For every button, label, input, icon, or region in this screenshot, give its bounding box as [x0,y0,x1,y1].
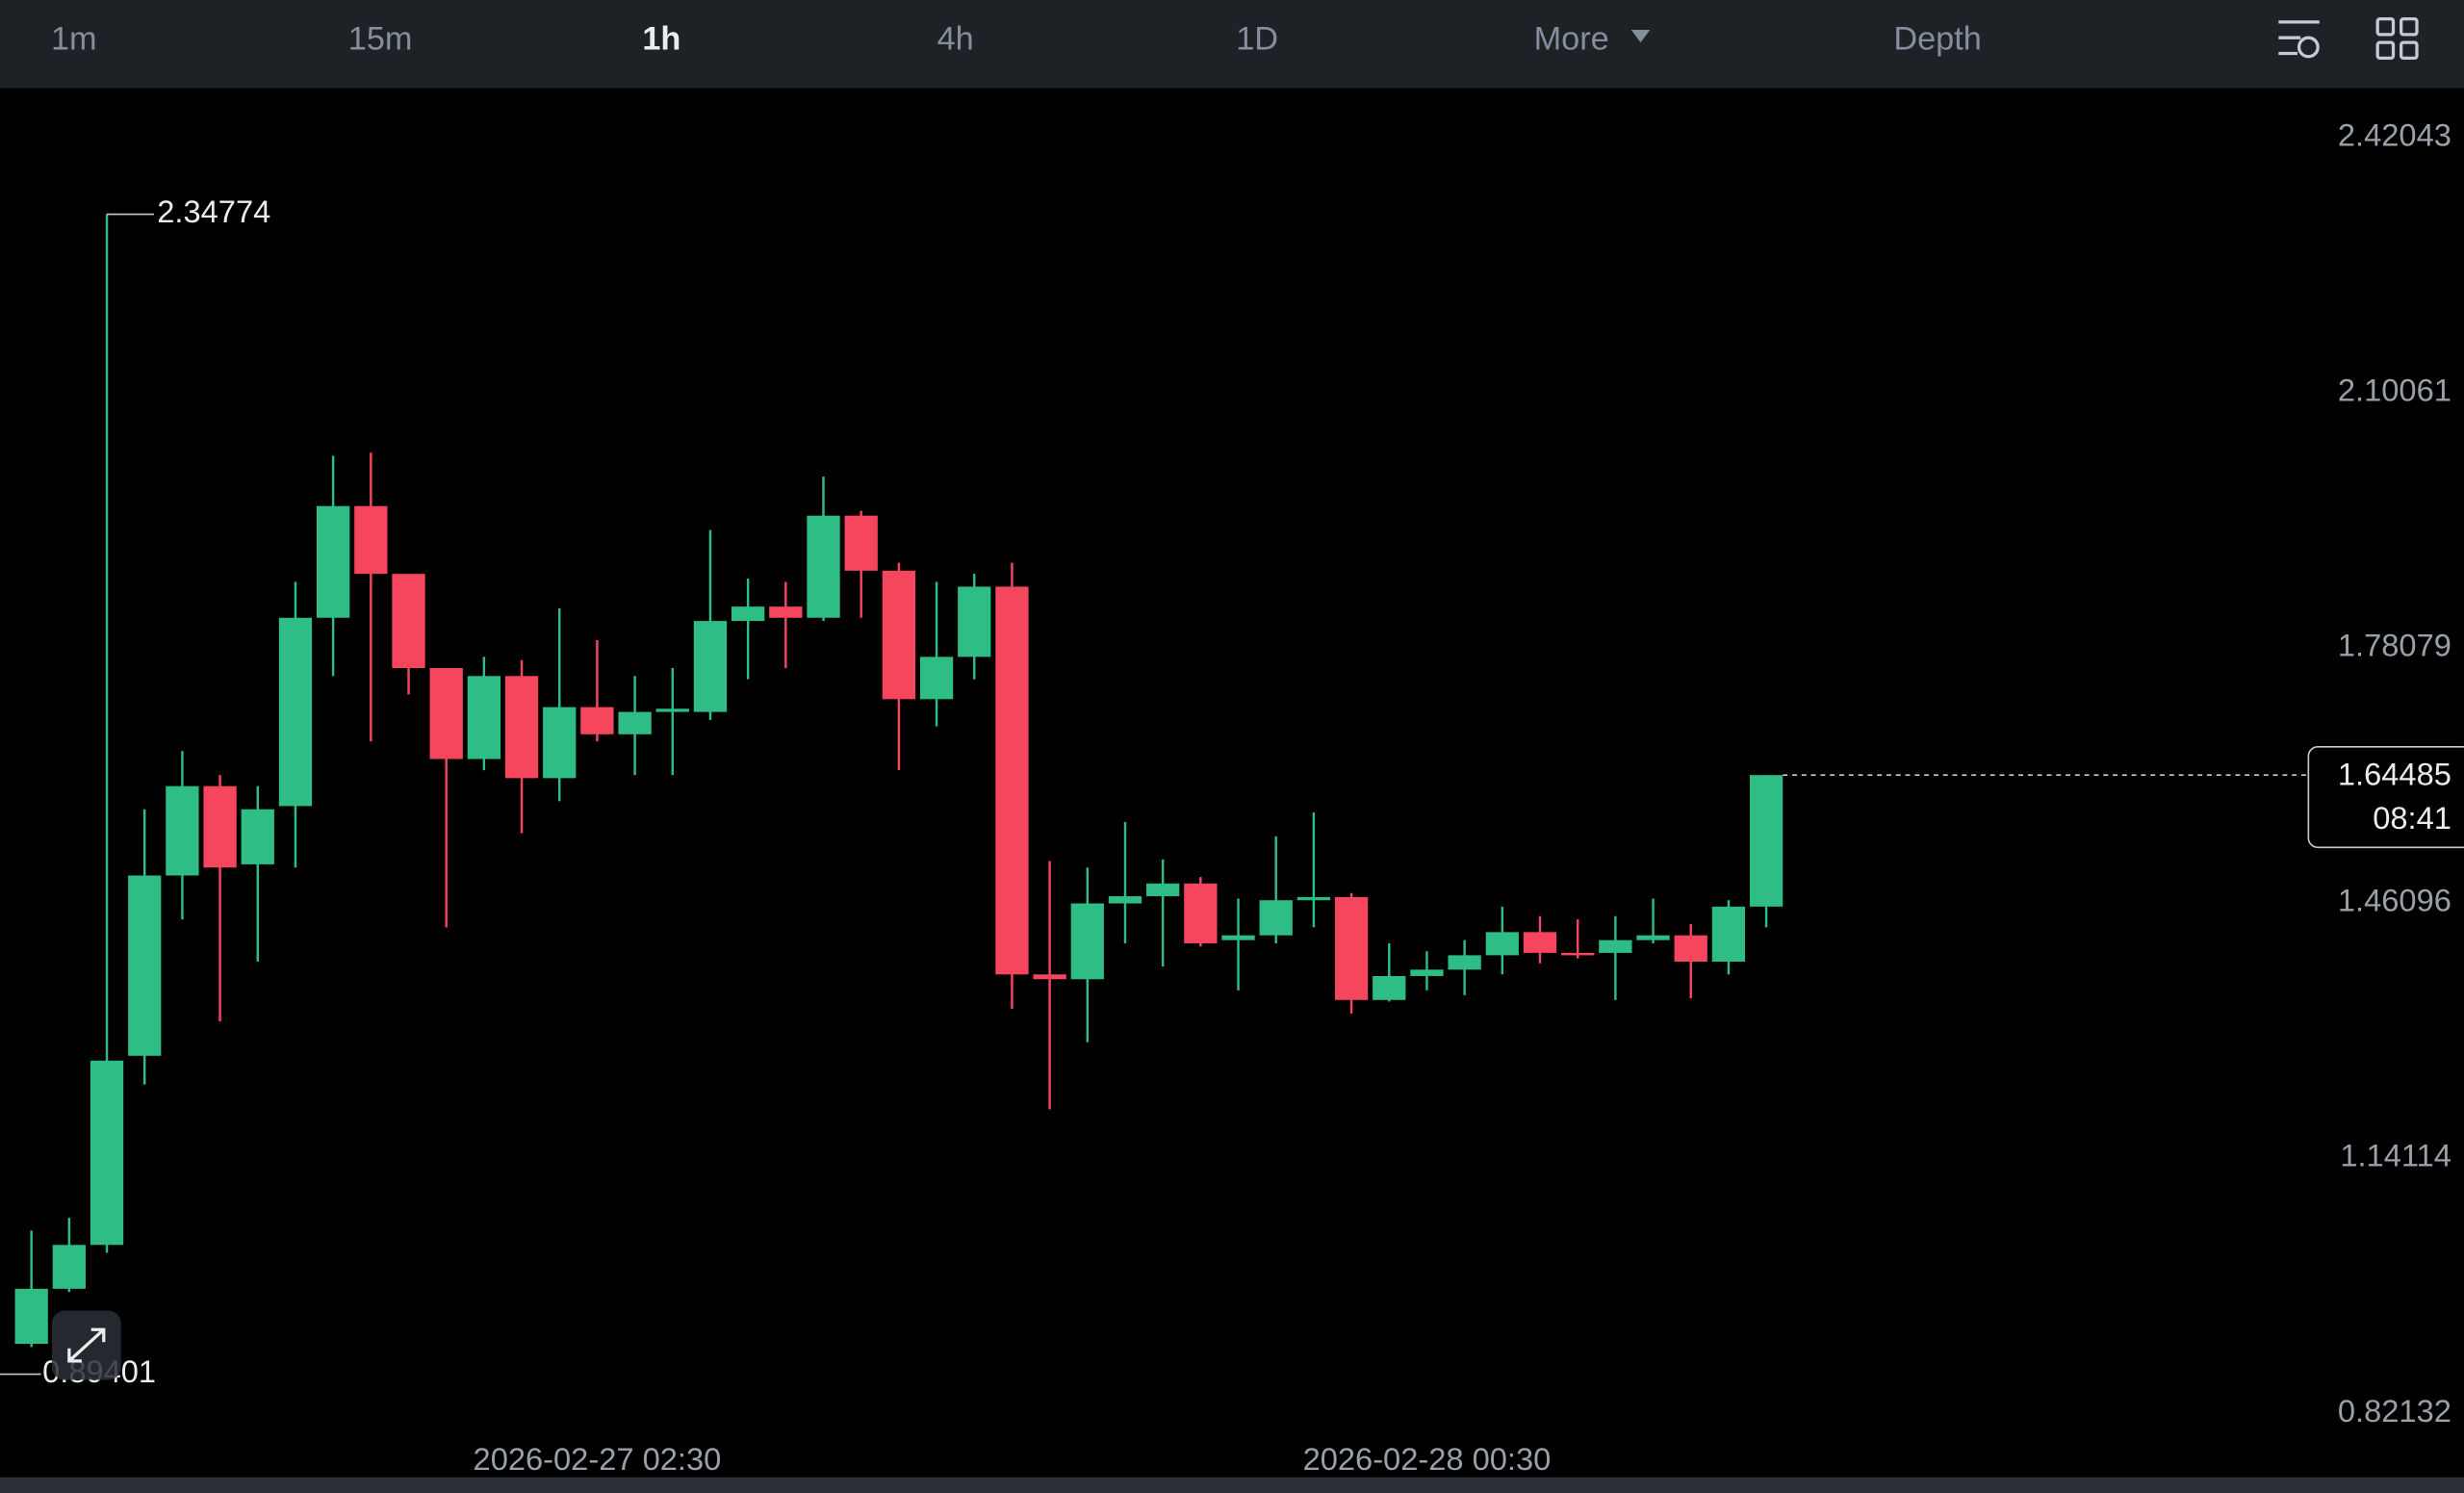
candle-body [166,785,199,876]
candle-body [1334,896,1369,1000]
candle-body [128,875,162,1056]
countdown-label: 08:41 [2373,800,2451,836]
timeframe-tab[interactable]: Depth [1893,21,1981,58]
candle-body [316,505,350,618]
y-tick-label: 0.82132 [2338,1393,2451,1429]
candle-body [429,667,463,759]
timeframe-tab[interactable]: 4h [937,21,974,58]
candle-body [655,708,689,712]
y-tick-label: 2.42043 [2338,116,2451,152]
bottom-bar [0,1477,2464,1493]
candle-body [1410,969,1444,976]
timeframe-tab[interactable]: 15m [348,21,413,58]
plot-area: 2.42043 2.10061 1.78079 1.46096 1.14114 0.821… [0,116,2464,1477]
high-marker-label: 2.34774 [157,193,270,229]
expand-button[interactable] [51,1310,121,1380]
x-tick-label: 2026-02-28 00:30 [1303,1441,1552,1477]
candle-body [995,586,1029,975]
candle-body [1146,883,1180,897]
y-tick-label: 1.46096 [2338,883,2451,918]
candle-body [467,676,501,759]
last-price-label: 1.64485 [2338,756,2451,791]
candle-body [1448,955,1481,970]
candle-body [1108,896,1142,904]
candle-body [1599,940,1632,953]
candle-body [1749,775,1784,907]
candle-body [618,711,652,734]
candle-body [278,617,313,807]
indicator-settings-icon[interactable] [2278,20,2320,59]
layout-icon[interactable] [2375,16,2419,61]
candle-body [241,809,274,864]
candle-body [392,574,425,668]
last-price-box [2307,745,2464,849]
dropdown-arrow[interactable] [1630,30,1651,43]
candle-body [14,1288,48,1345]
candle-body [1485,932,1519,956]
candle-body [1523,932,1557,953]
candle-body [580,707,614,734]
candle-body [732,606,765,622]
candle-body [693,621,728,712]
timeframe-tab[interactable]: 1h [642,21,680,58]
x-tick-label: 2026-02-27 02:30 [474,1441,722,1477]
y-tick-label: 2.10061 [2338,372,2451,407]
candle-body [90,1060,124,1246]
y-tick-label: 1.78079 [2338,628,2451,663]
candle-body [919,656,954,700]
candle-body [1711,906,1746,963]
toolbar [0,0,2464,89]
candle-body [1259,900,1293,936]
candle-body [354,505,388,575]
candle-body [769,606,803,618]
candle-body [203,785,237,868]
timeframe-tab[interactable]: 1D [1236,21,1278,58]
candle-body [543,707,577,779]
candle-body [1674,935,1707,963]
candle-body [1296,896,1331,901]
candle-body [958,586,991,657]
candle-body [882,570,916,700]
candle-body [1561,952,1595,956]
y-tick-label: 1.14114 [2340,1138,2451,1173]
candle-body [1373,975,1406,1000]
timeframe-tab[interactable]: More [1534,21,1609,58]
candle-body [844,515,878,571]
candle-body [807,515,840,618]
candle-body [52,1245,86,1289]
candle-body [1033,974,1066,980]
candle-body [1184,883,1218,943]
candle-body [504,676,539,779]
tab-bar: 1m 15m 1h 4h 1D More Depth [51,21,1982,58]
candle-body [1070,903,1104,980]
candle-body [1636,935,1670,940]
candle-body [1221,935,1255,940]
timeframe-tab[interactable]: 1m [51,21,97,58]
